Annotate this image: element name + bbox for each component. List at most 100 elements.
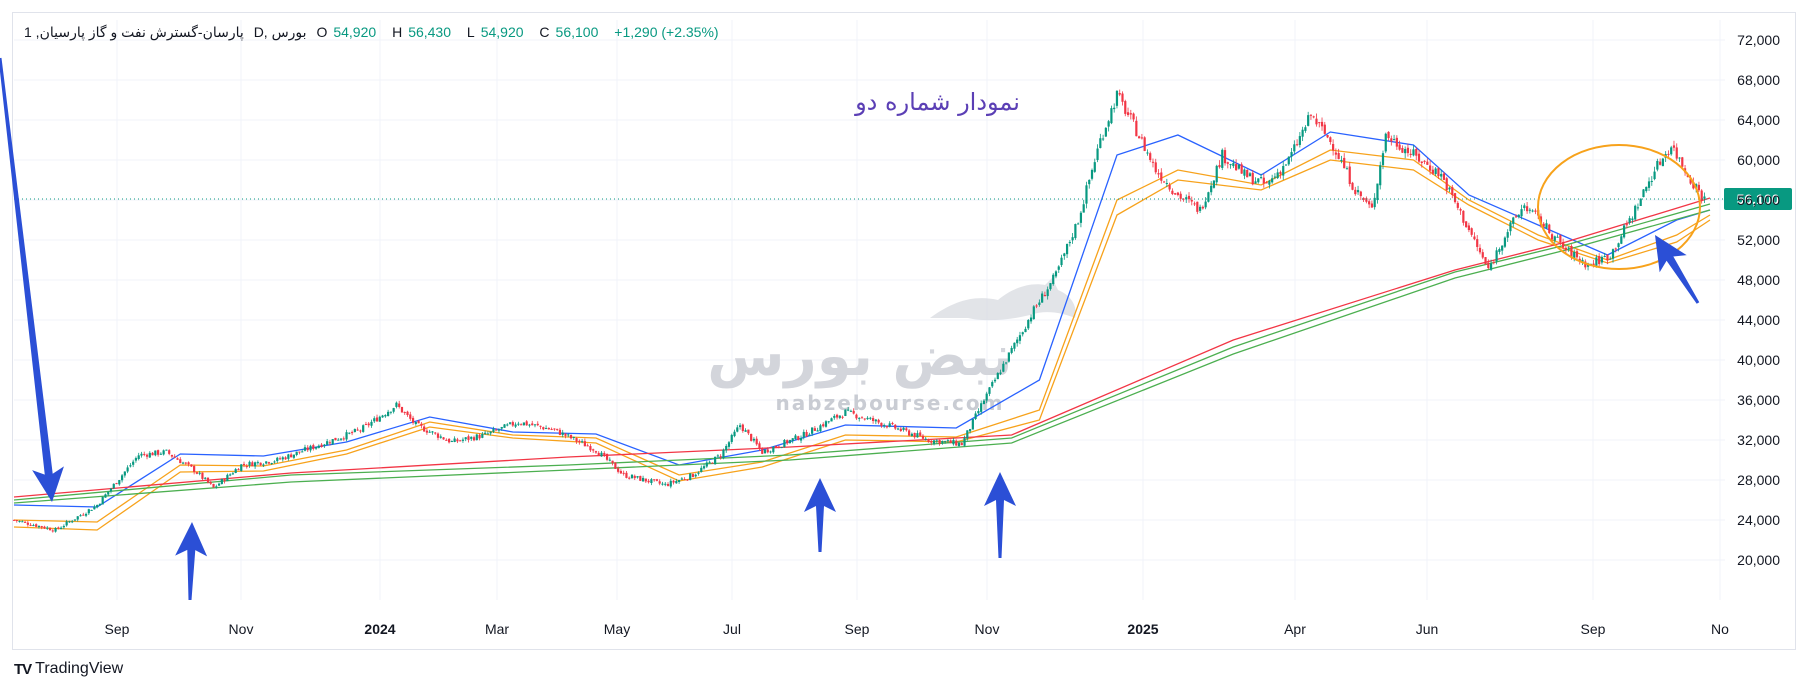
candle-body — [1639, 198, 1642, 206]
candle-body — [547, 427, 550, 430]
candle-body — [1149, 153, 1152, 161]
candle-body — [511, 422, 514, 426]
candle-body — [140, 453, 143, 456]
candle-body — [173, 456, 176, 458]
candle-body — [564, 433, 567, 436]
candle-body — [495, 429, 498, 431]
candle-body — [373, 418, 376, 422]
candle-body — [1667, 153, 1670, 155]
candle-body — [860, 417, 864, 419]
candle-body — [1007, 352, 1010, 362]
candle-body — [262, 464, 265, 466]
candle-body — [1609, 258, 1612, 260]
low-label: L — [466, 24, 475, 40]
candle-body — [1431, 169, 1434, 174]
tradingview-footer[interactable]: TV TradingView — [14, 660, 123, 678]
candle-body — [1049, 283, 1052, 290]
candle-body — [342, 438, 345, 440]
candle-body — [1445, 178, 1448, 191]
candle-body — [1692, 182, 1695, 189]
candle-body — [1404, 149, 1407, 154]
x-tick-label: Nov — [975, 621, 1000, 637]
candle-body — [908, 430, 911, 436]
candle-body — [1542, 223, 1545, 227]
candle-body — [184, 462, 187, 464]
candle-body — [1503, 237, 1507, 247]
candle-body — [1065, 243, 1069, 255]
candle-body — [209, 482, 212, 484]
candle-body — [1115, 90, 1119, 106]
candle-body — [1032, 306, 1035, 320]
candle-body — [1578, 258, 1581, 262]
change-value: +1,290 (+2.35%) — [614, 24, 719, 40]
candle-body — [137, 455, 140, 460]
price-tag-label: 56,100 — [1737, 191, 1780, 207]
candle-body — [841, 416, 844, 418]
candle-body — [1451, 187, 1454, 196]
candle-body — [1198, 206, 1202, 211]
price-tag — [1724, 188, 1792, 210]
candle-body — [1340, 159, 1343, 161]
candle-body — [1376, 183, 1379, 200]
candle-body — [245, 466, 248, 468]
candle-body — [18, 520, 21, 522]
candle-body — [747, 429, 750, 434]
candle-body — [1290, 152, 1293, 157]
candle-body — [650, 479, 653, 484]
candle-body — [1043, 294, 1047, 297]
candle-body — [425, 430, 429, 433]
candle-body — [217, 483, 221, 486]
low-value: 54,920 — [480, 24, 524, 40]
candle-body — [883, 425, 886, 427]
candle-body — [276, 457, 279, 462]
candle-body — [65, 521, 68, 526]
candle-body — [1598, 256, 1601, 265]
candle-body — [90, 509, 93, 511]
candle-body — [375, 417, 379, 422]
candle-body — [738, 425, 742, 428]
candle-body — [356, 429, 359, 431]
candle-body — [1090, 169, 1094, 179]
chart-frame[interactable] — [12, 12, 1796, 650]
candle-body — [170, 454, 174, 457]
arrow-icon — [175, 522, 208, 601]
candle-body — [877, 419, 880, 423]
candle-body — [727, 442, 731, 447]
candle-body — [198, 472, 201, 474]
candle-body — [816, 430, 819, 432]
candle-body — [301, 451, 304, 453]
candle-body — [1337, 152, 1340, 160]
candle-body — [118, 480, 121, 485]
candle-body — [1373, 197, 1376, 208]
candle-body — [1157, 173, 1160, 175]
candle-body — [1539, 216, 1543, 226]
candle-body — [855, 414, 858, 419]
candle-body — [822, 424, 825, 427]
candle-body — [1661, 158, 1664, 167]
candle-body — [722, 449, 725, 459]
candle-body — [1121, 93, 1124, 102]
candle-body — [15, 520, 18, 522]
candle-body — [1395, 137, 1398, 147]
tradingview-logo-icon: TV — [14, 660, 32, 678]
candle-body — [1113, 107, 1116, 110]
candle-body — [1611, 249, 1615, 259]
candle-body — [617, 468, 620, 472]
candle-body — [48, 528, 52, 531]
candle-body — [733, 431, 736, 437]
candle-body — [730, 434, 733, 442]
candle-body — [1556, 236, 1559, 238]
candle-body — [439, 436, 442, 438]
candle-body — [788, 440, 792, 443]
candle-body — [1567, 247, 1570, 249]
candle-body — [278, 458, 282, 460]
candle-body — [1548, 224, 1551, 233]
candle-body — [1138, 136, 1141, 139]
candle-body — [1068, 241, 1071, 244]
candle-body — [666, 484, 670, 486]
candle-body — [353, 429, 356, 433]
candle-body — [1143, 137, 1146, 151]
candle-body — [328, 442, 332, 444]
candle-body — [148, 452, 151, 458]
